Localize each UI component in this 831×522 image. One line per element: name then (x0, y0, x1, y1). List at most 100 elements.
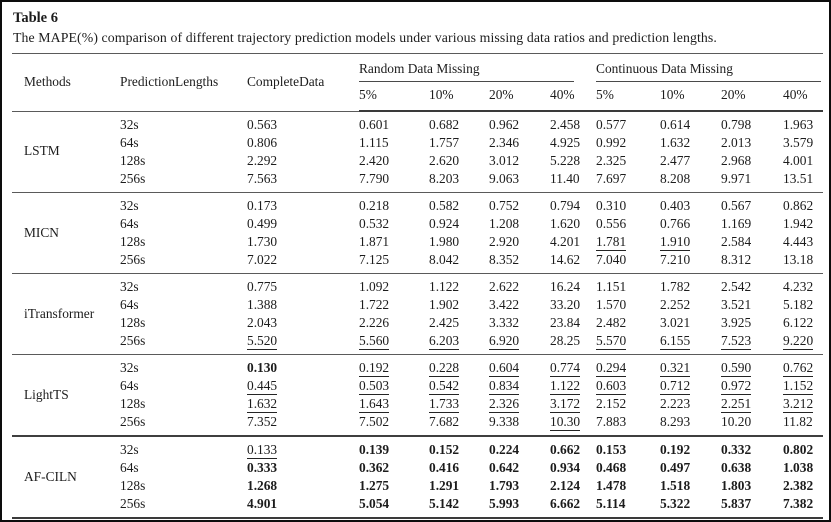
value-cell: 0.556 (596, 216, 627, 231)
value-cell: 1.910 (660, 234, 691, 251)
prediction-length-cell: 256s (120, 252, 146, 267)
value-cell: 0.445 (247, 378, 278, 395)
value-cell: 7.883 (596, 414, 627, 429)
table-row: 256s 5.520 5.560 6.203 6.920 28.25 5.570 6.155 7… (12, 332, 823, 355)
value-cell: 0.499 (247, 216, 278, 231)
prediction-length-cell: 128s (120, 478, 146, 493)
value-cell: 5.054 (359, 496, 390, 511)
value-cell: 0.992 (596, 135, 627, 150)
value-cell: 1.518 (660, 478, 691, 493)
value-cell: 0.310 (596, 192, 661, 215)
value-cell: 3.521 (721, 297, 752, 312)
value-cell: 7.563 (247, 171, 278, 186)
ratio-header-continuous-5: 5% (596, 82, 661, 112)
value-cell: 1.902 (429, 297, 460, 312)
prediction-length-cell: 128s (120, 396, 146, 411)
value-cell: 1.122 (550, 378, 581, 395)
value-cell: 0.173 (247, 192, 359, 215)
group-header-continuous-missing: Continuous Data Missing (596, 54, 823, 82)
value-cell: 9.971 (721, 171, 752, 186)
value-cell: 0.333 (247, 460, 278, 475)
value-cell: 0.542 (429, 378, 460, 395)
value-cell: 2.043 (247, 315, 278, 330)
value-cell: 1.643 (359, 396, 390, 413)
value-cell: 1.152 (783, 378, 814, 395)
value-cell: 0.924 (429, 216, 460, 231)
value-cell: 3.579 (783, 135, 814, 150)
value-cell: 1.733 (429, 396, 460, 413)
value-cell: 2.292 (247, 153, 278, 168)
value-cell: 2.346 (489, 135, 520, 150)
value-cell: 33.20 (550, 297, 581, 312)
value-cell: 0.590 (721, 354, 784, 377)
value-cell: 0.934 (550, 460, 581, 475)
table-row: 64s 0.445 0.503 0.542 0.834 1.122 0.603 0.712 0.… (12, 377, 823, 395)
table-row: iTransformer 32s 0.775 1.092 1.122 2.622 16.24… (12, 273, 824, 355)
value-cell: 1.115 (359, 135, 389, 150)
value-cell: 2.542 (721, 273, 784, 296)
prediction-length-cell: 64s (120, 216, 139, 231)
value-cell: 2.251 (721, 396, 752, 413)
prediction-length-cell: 128s (120, 315, 146, 330)
value-cell: 1.169 (721, 216, 752, 231)
prediction-length-cell: 256s (120, 333, 146, 348)
prediction-length-cell: 32s (120, 192, 247, 215)
value-cell: 7.502 (359, 414, 390, 429)
value-cell: 7.040 (596, 252, 627, 267)
value-cell: 8.203 (429, 171, 460, 186)
value-cell: 0.638 (721, 460, 752, 475)
table-row: 128s 2.292 2.420 2.620 3.012 5.228 2.325 2.477 2… (12, 152, 823, 170)
value-cell: 7.022 (247, 252, 278, 267)
value-cell: 3.212 (783, 396, 814, 413)
table-caption: The MAPE(%) comparison of different traj… (13, 30, 717, 45)
value-cell: 0.766 (660, 216, 691, 231)
value-cell: 2.425 (429, 315, 460, 330)
value-cell: 1.632 (660, 135, 691, 150)
value-cell: 13.18 (783, 252, 814, 267)
value-cell: 7.682 (429, 414, 460, 429)
table-row: LightTS 32s 0.130 0.192 0.228 0.604 0.774 0.294… (12, 354, 824, 436)
prediction-length-cell: 32s (120, 110, 247, 134)
col-header-prediction-lengths: PredictionLengths (120, 74, 219, 90)
value-cell: 9.338 (489, 414, 520, 429)
value-cell: 0.794 (550, 192, 597, 215)
value-cell: 2.124 (550, 478, 581, 493)
value-cell: 0.603 (596, 378, 627, 395)
table-row: 64s 0.499 0.532 0.924 1.208 1.620 0.556 0.766 1.… (12, 215, 823, 233)
table-row: AF-CILN 32s 0.133 0.139 0.152 0.224 0.662 0.153… (12, 435, 824, 518)
value-cell: 1.092 (359, 273, 429, 296)
value-cell: 2.326 (489, 396, 520, 413)
value-cell: 1.782 (660, 273, 722, 296)
value-cell: 6.662 (550, 496, 581, 511)
value-cell: 7.352 (247, 414, 278, 429)
value-cell: 0.294 (596, 354, 661, 377)
value-cell: 8.208 (660, 171, 691, 186)
value-cell: 5.570 (596, 333, 627, 350)
value-cell: 0.224 (489, 435, 550, 459)
value-cell: 1.620 (550, 216, 581, 231)
value-cell: 0.972 (721, 378, 752, 395)
value-cell: 5.228 (550, 153, 581, 168)
value-cell: 0.642 (489, 460, 520, 475)
value-cell: 7.790 (359, 171, 390, 186)
value-cell: 11.40 (550, 171, 580, 186)
value-cell: 1.388 (247, 297, 278, 312)
value-cell: 6.122 (783, 315, 814, 330)
value-cell: 1.781 (596, 234, 627, 251)
ratio-header-random-5: 5% (359, 82, 429, 112)
value-cell: 3.925 (721, 315, 752, 330)
value-cell: 2.325 (596, 153, 627, 168)
value-cell: 0.218 (359, 192, 429, 215)
value-cell: 1.632 (247, 396, 278, 413)
table-row: MICN 32s 0.173 0.218 0.582 0.752 0.794 0.310 0.4… (12, 192, 824, 274)
value-cell: 10.20 (721, 414, 752, 429)
ratio-header-random-40: 40% (550, 82, 597, 112)
value-cell: 8.352 (489, 252, 520, 267)
value-cell: 0.130 (247, 354, 359, 377)
value-cell: 2.223 (660, 396, 691, 411)
value-cell: 0.192 (359, 354, 429, 377)
value-cell: 28.25 (550, 333, 581, 348)
value-cell: 0.153 (596, 435, 661, 459)
method-label: LightTS (12, 354, 120, 436)
value-cell: 0.962 (489, 110, 550, 134)
